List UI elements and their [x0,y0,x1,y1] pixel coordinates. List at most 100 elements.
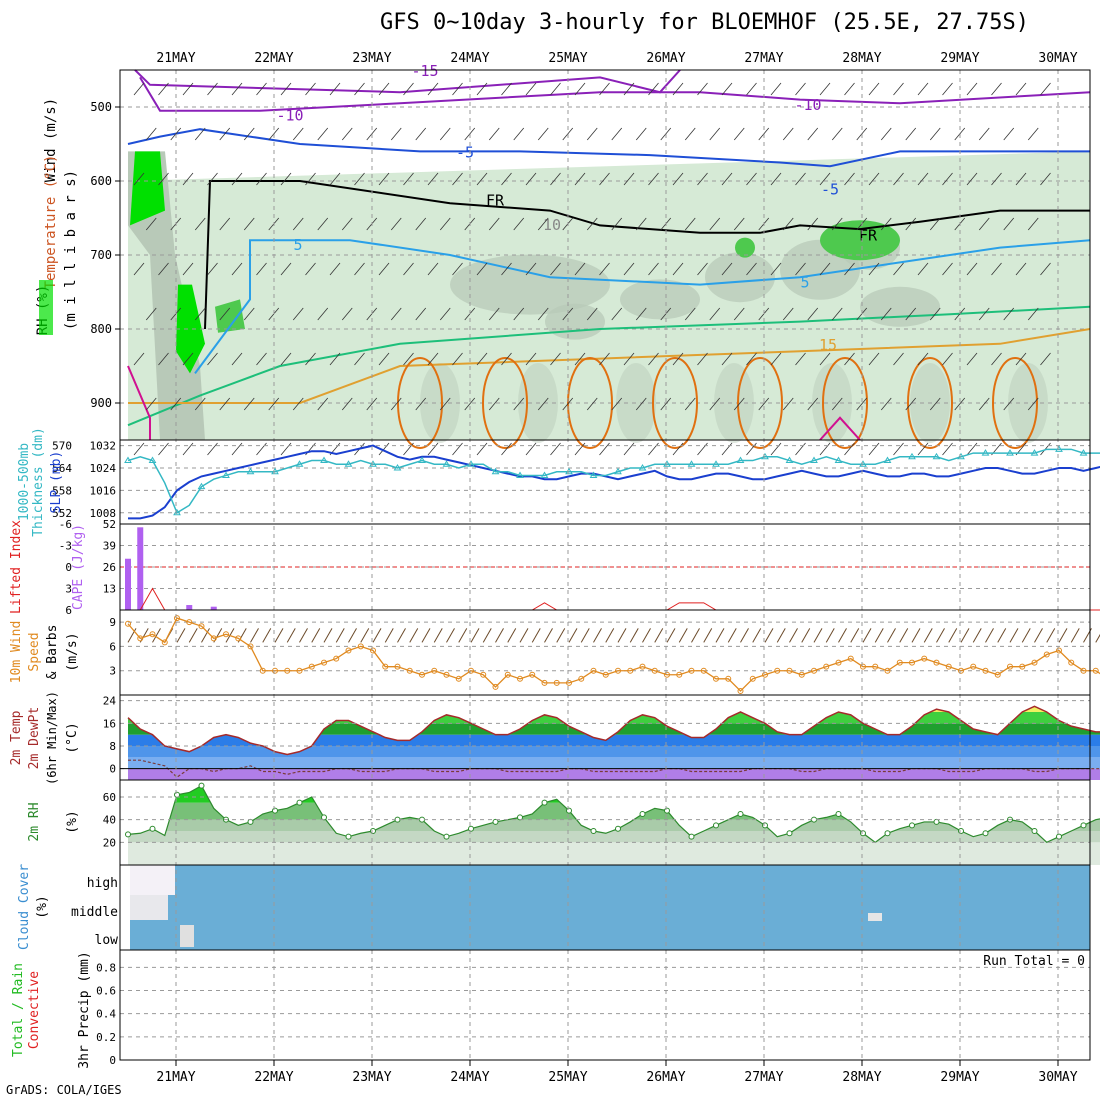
barb-15-1 [317,127,329,141]
barb-8-4 [231,262,243,276]
barb-61-7 [880,397,892,411]
rh2m-point-14 [296,799,303,806]
barb-57-1 [831,127,843,141]
rh2m-point-28 [468,825,474,832]
barb-38-2 [599,172,610,186]
barb-6-6 [207,352,218,366]
rh-shade-mid-1 [620,279,700,320]
wind10-point-23 [406,667,413,674]
barb-74-0 [1040,82,1051,96]
contour-label-4: -5 [821,180,839,198]
barb-13-5 [292,307,304,321]
dewpt-line [128,759,1100,778]
wind10-barb-74 [1034,628,1043,643]
wind10-barb-4 [176,628,186,643]
xlabel-bottom-7: 28MAY [842,1070,881,1085]
barb-48-4 [721,262,733,276]
barb-6-8 [207,442,218,456]
barb-61-3 [880,217,892,231]
panel-frame-precip [119,949,1091,1061]
cape-bar-7 [210,606,217,610]
barb-34-2 [550,172,561,186]
barb-30-0 [501,82,512,96]
rh2m-point-52 [762,822,768,829]
rh2m-point-2 [149,825,156,832]
xlabel-bottom-8: 29MAY [940,1070,979,1085]
thickness-point-8 [222,471,230,478]
thickness-point-46 [687,460,696,467]
barb-37-1 [586,127,598,141]
wind10-point-18 [345,647,352,654]
rh-band-0 [128,842,1100,865]
ytick-precip-0.4: 0.4 [96,1008,116,1021]
barb-12-6 [280,352,292,366]
ylabel-precip-conv: Convective [27,971,42,1049]
barb-68-6 [966,352,978,366]
barb-15-5 [317,307,329,321]
wind10-point-14 [296,667,303,674]
wind10-barb-68 [960,628,970,643]
barb-40-8 [623,442,635,456]
barb-56-4 [819,262,831,276]
barb-20-0 [378,82,390,96]
wind10-point-67 [945,663,952,670]
cape-bar-5 [186,605,193,610]
barb-44-0 [672,82,684,96]
wind10-barb-37 [580,628,590,643]
wind10-barb-26 [446,628,455,643]
ytick-precip-0.8: 0.8 [96,961,116,974]
wind10-point-70 [982,667,989,674]
barb-36-2 [574,172,586,186]
wind10-barb-29 [482,628,492,643]
barb-39-1 [611,127,623,141]
barb-28-4 [476,262,488,276]
ytick-rh-20: 20 [103,836,116,849]
barb-36-8 [574,442,586,456]
wind10-barb-49 [727,628,737,643]
wind10-point-47 [700,667,707,674]
barb-70-4 [991,262,1002,276]
barb-44-2 [672,172,684,186]
ytick-temp-24: 24 [103,695,117,708]
ytick-temp-0: 0 [109,763,116,776]
wind10-point-54 [786,667,793,674]
contour-label-10: 10 [543,216,561,234]
rh2m-point-42 [639,811,646,817]
barb-70-2 [991,172,1002,186]
barb-62-8 [893,442,904,456]
barb-1-5 [145,307,157,321]
wind10-barb-40 [617,628,627,643]
barb-9-7 [243,397,255,411]
barb-68-4 [966,262,978,276]
wind10-barb-79 [1095,633,1100,643]
contour-label-8: 5 [800,274,809,292]
thickness-point-66 [932,452,941,460]
barb-31-1 [513,127,525,141]
barb-42-4 [648,262,659,276]
contour-surface-loop-0 [397,357,443,449]
barb-30-6 [501,352,512,366]
barb-22-8 [403,442,414,456]
ylabel-cape: CAPE (J/kg) [71,524,86,610]
rh2m-point-4 [174,791,180,798]
wind10-barb-43 [654,628,664,643]
barb-21-1 [390,127,402,141]
wind10-barb-41 [629,628,639,643]
wind10-barb-18 [348,628,357,643]
wind10-barb-67 [948,628,958,643]
wind10-barb-66 [936,628,945,643]
thickness-point-74 [1030,449,1039,456]
wind10-barb-57 [825,628,835,643]
barb-17-1 [341,127,353,141]
barb-57-5 [831,307,843,321]
contour-surface-loop-4 [737,357,783,449]
ylabel-precip: 3hr Precip (mm) [77,951,92,1068]
barb-53-7 [782,397,794,411]
rh2m-point-54 [786,830,793,837]
xlabel-bottom-1: 22MAY [254,1070,293,1085]
barb-68-2 [966,172,978,186]
barb-71-1 [1003,127,1015,141]
wind10-barb-38 [593,628,602,643]
barb-56-8 [819,442,831,456]
barb-10-2 [256,172,267,186]
